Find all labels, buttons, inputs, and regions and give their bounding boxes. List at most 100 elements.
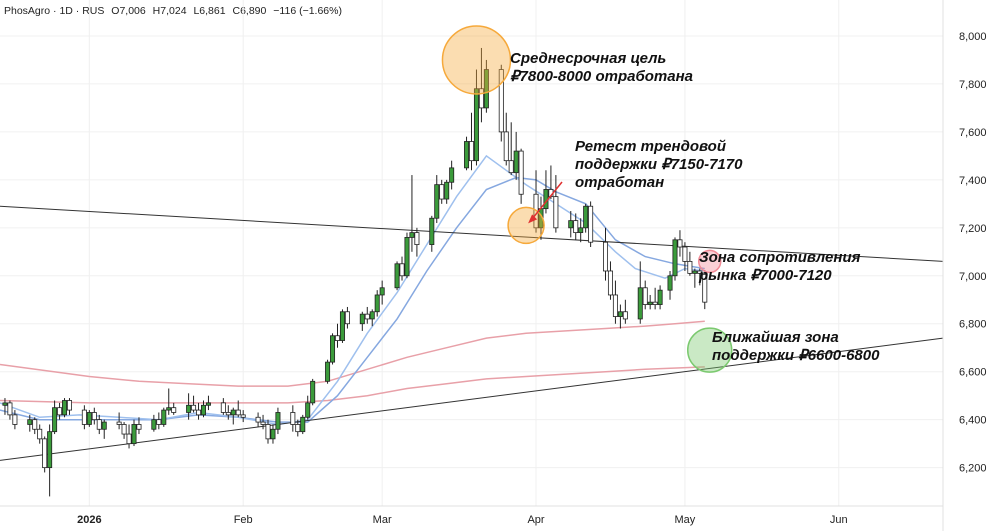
candle: [300, 414, 306, 435]
candle: [230, 407, 236, 425]
candle-body: [359, 313, 365, 325]
candle: [692, 268, 698, 288]
candle: [702, 270, 708, 310]
candle: [86, 410, 92, 427]
candle: [116, 412, 122, 430]
candle-body: [116, 421, 122, 425]
low-value: L6,861: [193, 5, 226, 17]
candle: [47, 424, 53, 497]
candle-body: [483, 69, 489, 109]
candle-body: [121, 424, 127, 435]
candle: [449, 160, 455, 190]
candle: [12, 410, 18, 430]
candle: [196, 402, 202, 420]
candle: [220, 398, 226, 415]
candle: [270, 424, 276, 444]
target-zone-circle: [441, 25, 512, 95]
y-tick-label: 6,600: [959, 367, 987, 379]
candle: [379, 280, 385, 305]
candle: [131, 419, 137, 447]
candle: [359, 311, 365, 331]
candle: [325, 359, 331, 384]
candle-body: [131, 424, 137, 445]
candle-body: [325, 361, 331, 382]
candle: [543, 170, 549, 214]
candle-body: [518, 150, 524, 195]
close-value: C6,890: [232, 5, 267, 17]
y-tick-label: 6,400: [959, 415, 987, 427]
candle: [310, 378, 316, 406]
candle-body: [434, 184, 440, 219]
candle-body: [62, 400, 68, 416]
x-tick-label: Apr: [527, 514, 544, 526]
candle-body: [399, 263, 405, 277]
candle: [429, 215, 435, 252]
candle-body: [508, 160, 514, 174]
candle: [334, 323, 340, 348]
candle: [205, 395, 211, 411]
candle-body: [240, 414, 246, 418]
candle-body: [200, 404, 206, 416]
candle-body: [171, 407, 177, 413]
candle-body: [498, 69, 504, 133]
candle-body: [101, 421, 107, 430]
candle: [677, 230, 683, 257]
support-zone-circle: [686, 327, 733, 373]
candle-body: [275, 412, 281, 430]
open-value: O7,006: [111, 5, 146, 17]
candle-body: [603, 241, 609, 272]
candle-body: [166, 407, 172, 411]
candle: [503, 112, 509, 166]
support-trendline: [0, 337, 944, 461]
candle: [399, 256, 405, 281]
candles: [2, 47, 708, 497]
candle: [439, 179, 445, 204]
candle-body: [270, 428, 276, 440]
candle: [330, 333, 336, 365]
candle-body: [612, 294, 618, 317]
candle: [191, 395, 197, 413]
ma-fast-line: [0, 154, 705, 426]
candle-body: [96, 419, 102, 430]
candle: [622, 299, 628, 324]
candle: [126, 424, 132, 449]
candle-body: [513, 150, 519, 174]
candle-body: [702, 273, 708, 303]
candle-body: [235, 409, 241, 416]
candle-body: [478, 88, 484, 109]
candle-body: [429, 217, 435, 246]
candle-body: [672, 239, 678, 277]
candle: [588, 201, 594, 248]
candle: [275, 407, 281, 435]
candle: [612, 280, 618, 324]
candle: [225, 405, 231, 420]
candle: [473, 69, 479, 166]
candle: [414, 227, 420, 257]
x-tick-label: May: [675, 514, 696, 526]
candle-body: [47, 431, 53, 469]
candle-body: [42, 438, 48, 469]
candle-body: [196, 409, 202, 416]
candle-body: [2, 402, 8, 406]
candle: [57, 402, 63, 420]
candle-body: [230, 409, 236, 416]
candle: [52, 400, 58, 435]
candle-body: [225, 412, 231, 416]
candle: [344, 306, 350, 329]
candle: [444, 179, 450, 204]
candle-body: [27, 419, 33, 425]
candle: [374, 290, 380, 317]
candle: [682, 242, 688, 271]
candle-body: [57, 407, 63, 416]
chart-header: PhosAgro · 1D · RUS O7,006 H7,024 L6,861…: [4, 5, 346, 17]
candle-body: [334, 335, 340, 341]
candle: [62, 398, 68, 418]
candle: [339, 309, 345, 343]
candle: [121, 422, 127, 439]
candle: [81, 405, 87, 430]
candle-body: [379, 287, 385, 296]
x-tick-label: Jun: [830, 514, 848, 526]
candle: [136, 417, 142, 435]
y-tick-label: 7,000: [959, 271, 987, 283]
